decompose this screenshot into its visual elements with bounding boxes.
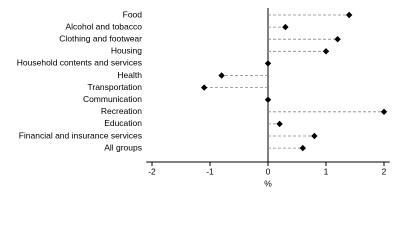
y-tick-label: Communication [83, 94, 142, 104]
y-tick-label: All groups [104, 142, 142, 152]
y-tick-label: Education [104, 118, 142, 128]
chart: % -2 -1 0 1 2 Food Alcohol and tobacco Clothing… [17, 8, 390, 188]
y-tick-label: Financial and insurance services [19, 130, 142, 140]
y-tick-label: Alcohol and tobacco [65, 21, 142, 31]
dot-marker [264, 96, 272, 103]
dot-marker [201, 84, 208, 91]
x-axis-label: % [264, 178, 272, 188]
y-tick-label: Household contents and services [17, 58, 142, 68]
x-tick-label: 0 [266, 166, 271, 176]
dot-marker [311, 132, 318, 140]
y-tick-label: Food [123, 9, 143, 19]
x-tick-label: -2 [148, 166, 156, 176]
y-tick-label: Recreation [101, 106, 142, 116]
dot-marker [264, 60, 272, 67]
dot-marker [282, 23, 289, 31]
y-tick-label: Housing [111, 46, 142, 56]
x-tick-label: -1 [206, 166, 214, 176]
dot-marker [218, 72, 225, 79]
dot-marker [346, 11, 353, 19]
dot-marker [322, 48, 330, 55]
dot-marker [334, 36, 341, 43]
y-tick-label: Health [117, 70, 142, 80]
x-tick-label: 2 [382, 166, 387, 176]
y-tick-label: Clothing and footwear [59, 33, 142, 43]
dot-marker [299, 144, 306, 152]
x-tick-label: 1 [324, 166, 329, 176]
dot-marker [380, 108, 388, 115]
dot-marker [276, 120, 283, 128]
y-tick-label: Transportation [88, 82, 143, 92]
